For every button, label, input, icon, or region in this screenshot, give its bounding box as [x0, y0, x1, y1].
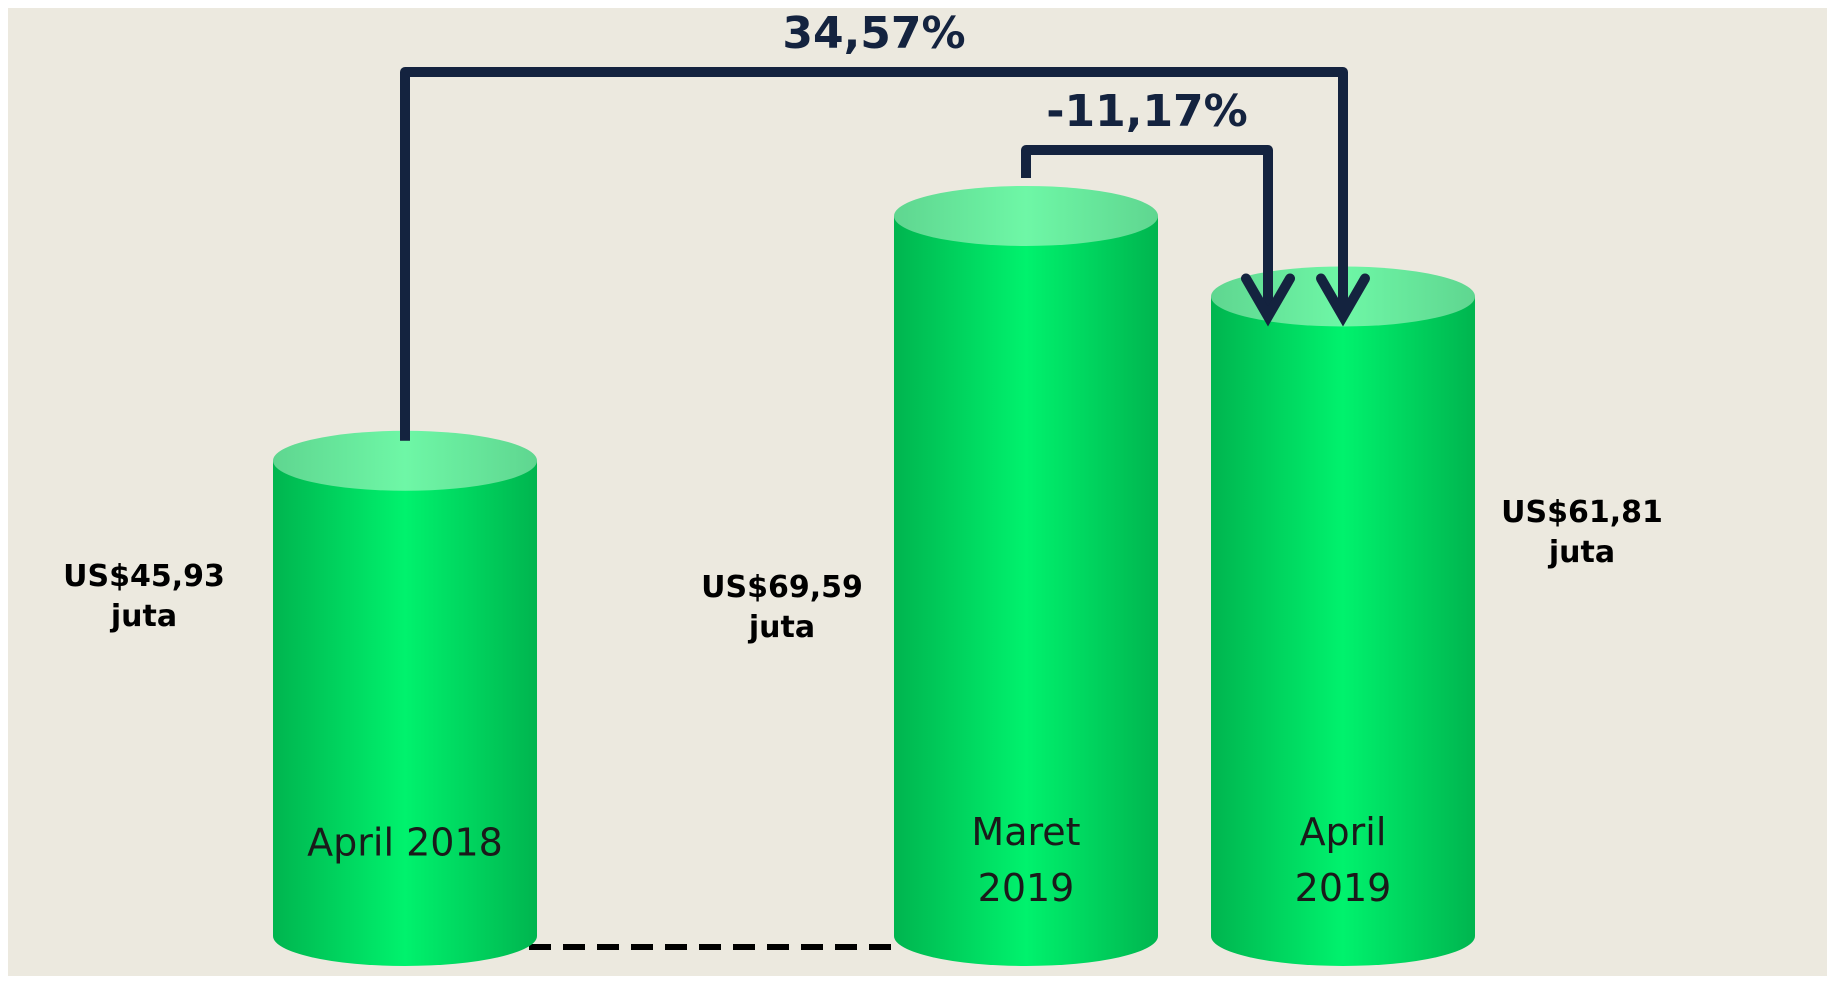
- cylinder-top: [894, 185, 1158, 246]
- change-arrow: [1021, 145, 1273, 317]
- cylinder-body: [894, 215, 1158, 966]
- change-label: 34,57%: [782, 8, 965, 59]
- change-arrow: [400, 67, 1348, 441]
- arrow-head: [1316, 273, 1370, 327]
- value-label: US$69,59 juta: [701, 570, 863, 645]
- cylinder-top: [273, 430, 537, 491]
- change-label: -11,17%: [1046, 86, 1248, 137]
- cylinder-body: [273, 460, 537, 966]
- category-label: April 2018: [307, 821, 503, 865]
- arrow-head: [1241, 273, 1295, 327]
- value-label: US$45,93 juta: [63, 559, 225, 634]
- category-label: Maret 2019: [971, 810, 1080, 910]
- cylinder-body: [1211, 296, 1475, 966]
- category-label: April 2019: [1295, 810, 1392, 910]
- value-label: US$61,81 juta: [1501, 495, 1663, 570]
